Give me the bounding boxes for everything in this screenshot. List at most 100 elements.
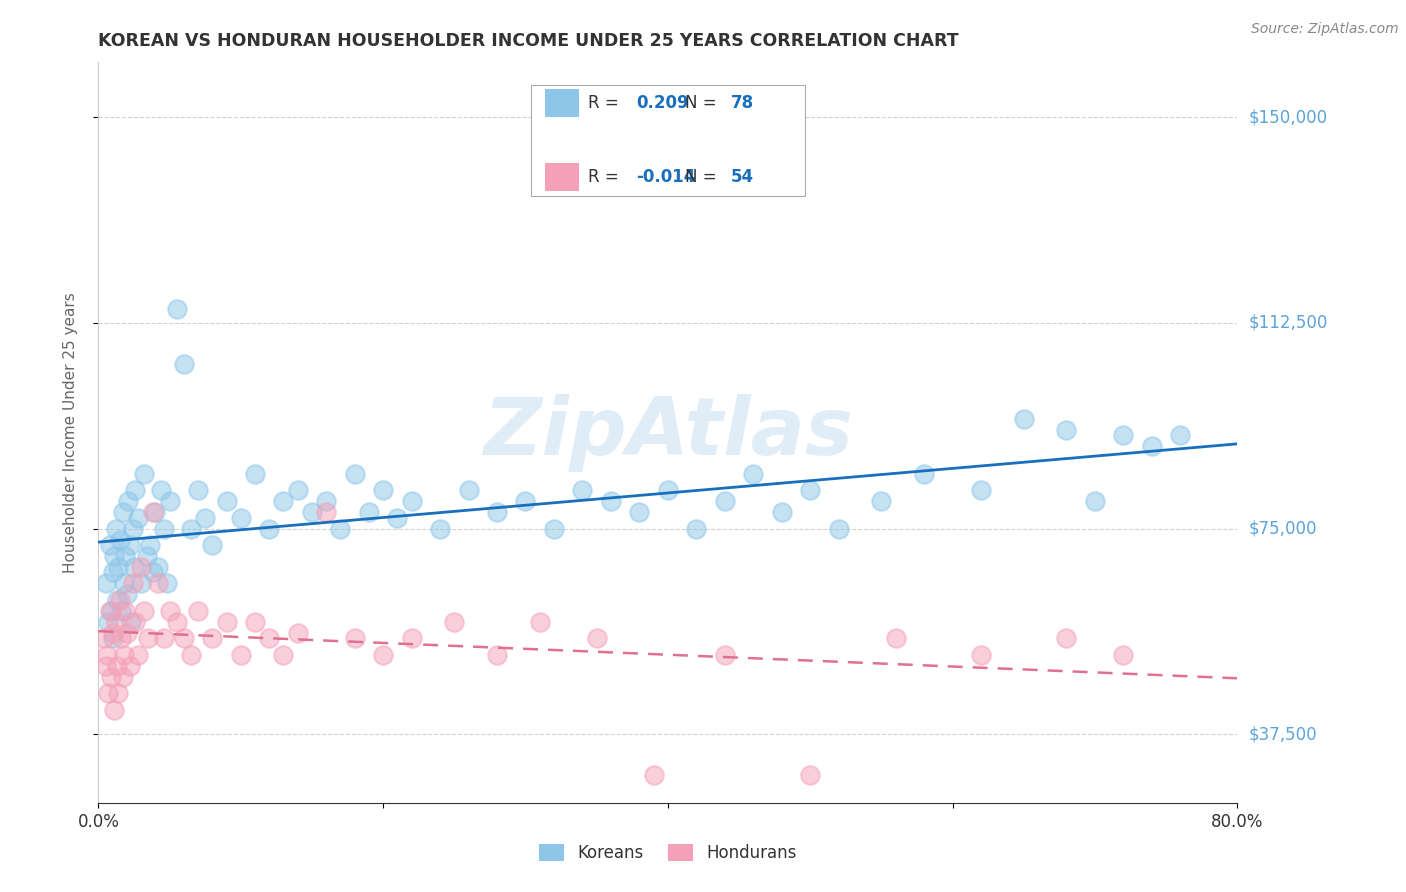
Point [194, 510, 217, 524]
Point [685, 522, 707, 536]
Text: KOREAN VS HONDURAN HOUSEHOLDER INCOME UNDER 25 YEARS CORRELATION CHART: KOREAN VS HONDURAN HOUSEHOLDER INCOME UN… [98, 32, 959, 50]
Text: 54: 54 [731, 169, 754, 186]
Point [141, 505, 163, 519]
Point [301, 505, 323, 519]
Point [114, 549, 136, 563]
Point [1012, 412, 1035, 426]
Text: R =: R = [588, 169, 624, 186]
Point [127, 648, 149, 662]
Point [357, 505, 380, 519]
Text: 78: 78 [731, 95, 754, 112]
Point [243, 467, 266, 481]
Legend: Koreans, Hondurans: Koreans, Hondurans [531, 837, 804, 869]
Point [112, 576, 135, 591]
Point [870, 494, 893, 508]
Point [101, 566, 124, 580]
Point [215, 494, 238, 508]
Point [343, 632, 366, 646]
Point [100, 604, 122, 618]
Text: $37,500: $37,500 [1249, 725, 1317, 743]
Point [287, 625, 309, 640]
Point [135, 549, 157, 563]
Point [118, 538, 141, 552]
Point [100, 670, 122, 684]
Point [115, 625, 138, 640]
Point [343, 467, 366, 481]
Point [486, 648, 509, 662]
Point [108, 593, 131, 607]
Point [373, 648, 395, 662]
FancyBboxPatch shape [546, 163, 579, 191]
Point [132, 467, 155, 481]
Point [315, 505, 337, 519]
Point [799, 768, 821, 782]
Point [1056, 632, 1078, 646]
Point [136, 632, 159, 646]
Point [329, 522, 352, 536]
Point [121, 522, 143, 536]
Point [150, 483, 173, 498]
Point [118, 658, 141, 673]
Point [229, 510, 252, 524]
Point [173, 632, 195, 646]
Point [141, 566, 163, 580]
Y-axis label: Householder Income Under 25 years: Householder Income Under 25 years [63, 293, 77, 573]
Point [159, 604, 181, 618]
Point [529, 615, 551, 629]
Point [828, 522, 851, 536]
Point [970, 483, 993, 498]
Point [259, 522, 281, 536]
Point [912, 467, 935, 481]
Point [129, 576, 152, 591]
Point [156, 576, 179, 591]
Point [120, 615, 142, 629]
Point [201, 538, 224, 552]
Point [600, 494, 623, 508]
Point [94, 576, 117, 591]
Text: N =: N = [685, 95, 721, 112]
Point [1112, 428, 1135, 442]
Text: $150,000: $150,000 [1249, 108, 1327, 127]
Point [103, 549, 125, 563]
Point [215, 615, 238, 629]
Point [187, 483, 209, 498]
Point [486, 505, 509, 519]
Point [515, 494, 537, 508]
Point [105, 593, 128, 607]
Point [98, 604, 121, 618]
Point [108, 533, 131, 547]
Point [117, 494, 139, 508]
Point [101, 625, 124, 640]
Point [443, 615, 465, 629]
Point [173, 357, 195, 371]
Point [111, 670, 134, 684]
Point [273, 494, 295, 508]
Point [127, 510, 149, 524]
Point [273, 648, 295, 662]
Point [98, 538, 121, 552]
Point [107, 560, 129, 574]
Point [1140, 439, 1163, 453]
Point [1112, 648, 1135, 662]
Point [114, 604, 136, 618]
Point [1056, 423, 1078, 437]
Point [105, 658, 128, 673]
Point [373, 483, 395, 498]
Point [884, 632, 907, 646]
Point [1084, 494, 1107, 508]
Point [429, 522, 451, 536]
Point [122, 560, 145, 574]
Point [387, 510, 409, 524]
Point [104, 615, 127, 629]
Point [138, 538, 160, 552]
Point [110, 632, 132, 646]
Text: R =: R = [588, 95, 624, 112]
Point [628, 505, 651, 519]
Point [742, 467, 765, 481]
Point [1170, 428, 1192, 442]
Point [571, 483, 593, 498]
Point [799, 483, 821, 498]
Text: N =: N = [685, 169, 721, 186]
Point [107, 686, 129, 700]
Point [110, 604, 132, 618]
